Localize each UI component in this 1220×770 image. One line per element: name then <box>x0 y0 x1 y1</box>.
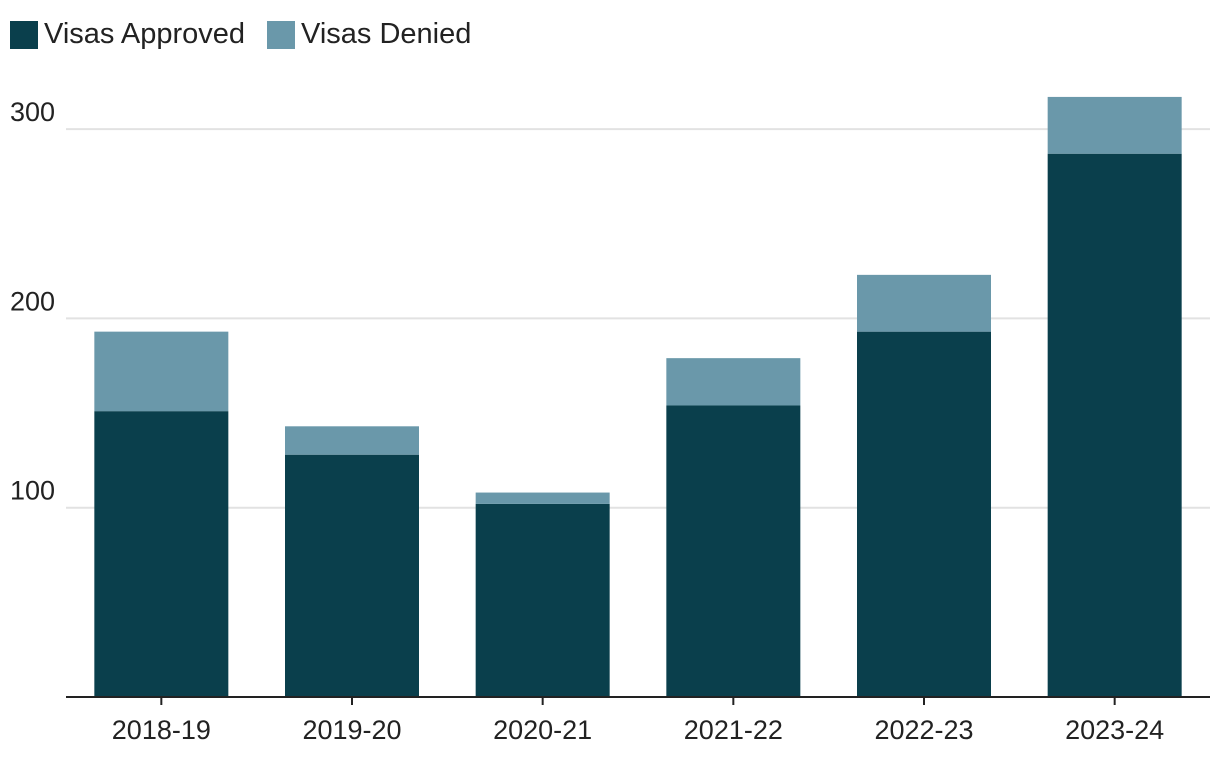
y-tick-label-300: 300 <box>10 97 55 127</box>
legend: Visas Approved Visas Denied <box>10 18 471 51</box>
x-tick-label-2023-24: 2023-24 <box>1065 715 1164 745</box>
x-tick-label-2018-19: 2018-19 <box>112 715 211 745</box>
bar-approved-2020-21 <box>475 503 610 697</box>
bar-denied-2020-21 <box>475 492 610 504</box>
y-tick-label-200: 200 <box>10 286 55 316</box>
bar-denied-2018-19 <box>94 331 229 412</box>
legend-swatch-denied <box>267 20 295 49</box>
x-tick-label-2021-22: 2021-22 <box>684 715 783 745</box>
x-tick-label-2019-20: 2019-20 <box>302 715 401 745</box>
y-tick-label-100: 100 <box>10 476 55 506</box>
bar-denied-2022-23 <box>857 274 991 332</box>
legend-label-denied: Visas Denied <box>301 18 472 50</box>
x-tick-label-2022-23: 2022-23 <box>874 715 973 745</box>
legend-label-approved: Visas Approved <box>44 18 245 50</box>
x-tick-label-2020-21: 2020-21 <box>493 715 592 745</box>
bar-approved-2023-24 <box>1047 153 1182 698</box>
bar-approved-2021-22 <box>666 405 801 697</box>
bar-denied-2023-24 <box>1047 96 1182 154</box>
bar-approved-2019-20 <box>285 454 419 697</box>
legend-item-approved: Visas Approved <box>10 18 245 51</box>
bar-denied-2019-20 <box>285 426 419 455</box>
bar-denied-2021-22 <box>666 358 801 406</box>
legend-swatch-approved <box>10 20 38 49</box>
bar-approved-2022-23 <box>857 331 991 697</box>
legend-item-denied: Visas Denied <box>267 18 471 51</box>
bar-approved-2018-19 <box>94 411 229 697</box>
